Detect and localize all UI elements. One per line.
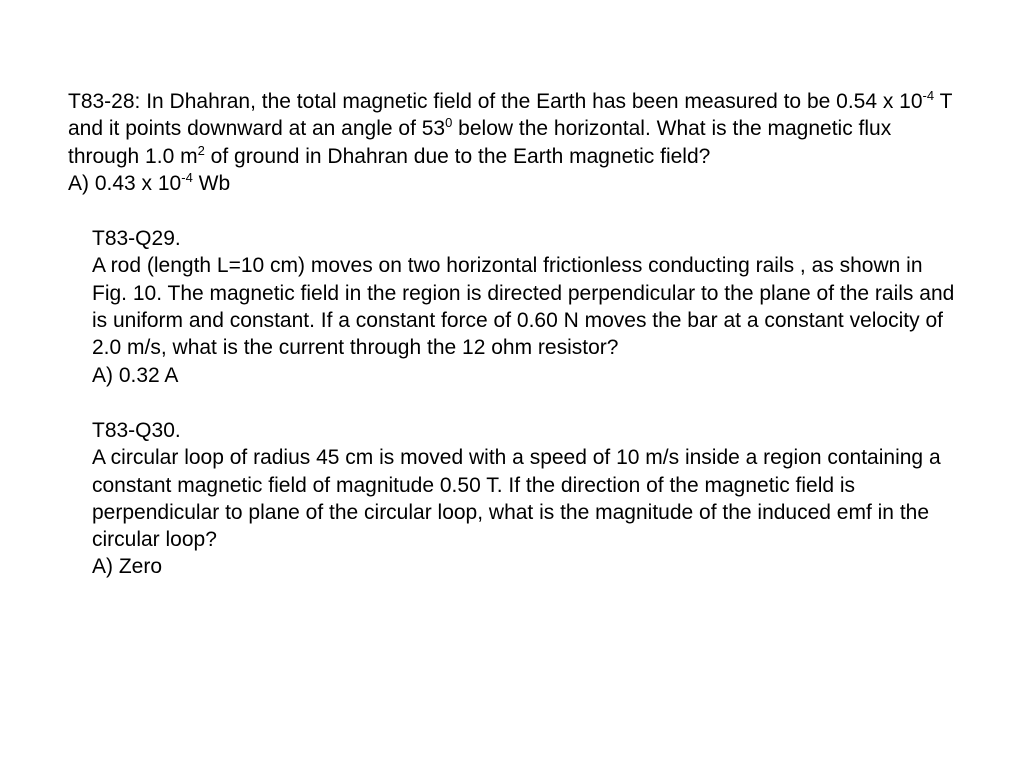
question-28-text: T83-28: In Dhahran, the total magnetic f… <box>68 88 956 170</box>
question-28-block: T83-28: In Dhahran, the total magnetic f… <box>68 88 956 197</box>
question-30-block: T83-Q30. A circular loop of radius 45 cm… <box>68 417 956 581</box>
question-29-block: T83-Q29. A rod (length L=10 cm) moves on… <box>68 225 956 389</box>
question-29-heading: T83-Q29. <box>92 225 956 252</box>
question-30-answer: A) Zero <box>92 553 956 580</box>
question-28-answer: A) 0.43 x 10-4 Wb <box>68 170 956 197</box>
question-30-text: A circular loop of radius 45 cm is moved… <box>92 444 956 553</box>
question-29-answer: A) 0.32 A <box>92 362 956 389</box>
question-29-text: A rod (length L=10 cm) moves on two hori… <box>92 252 956 361</box>
question-30-heading: T83-Q30. <box>92 417 956 444</box>
